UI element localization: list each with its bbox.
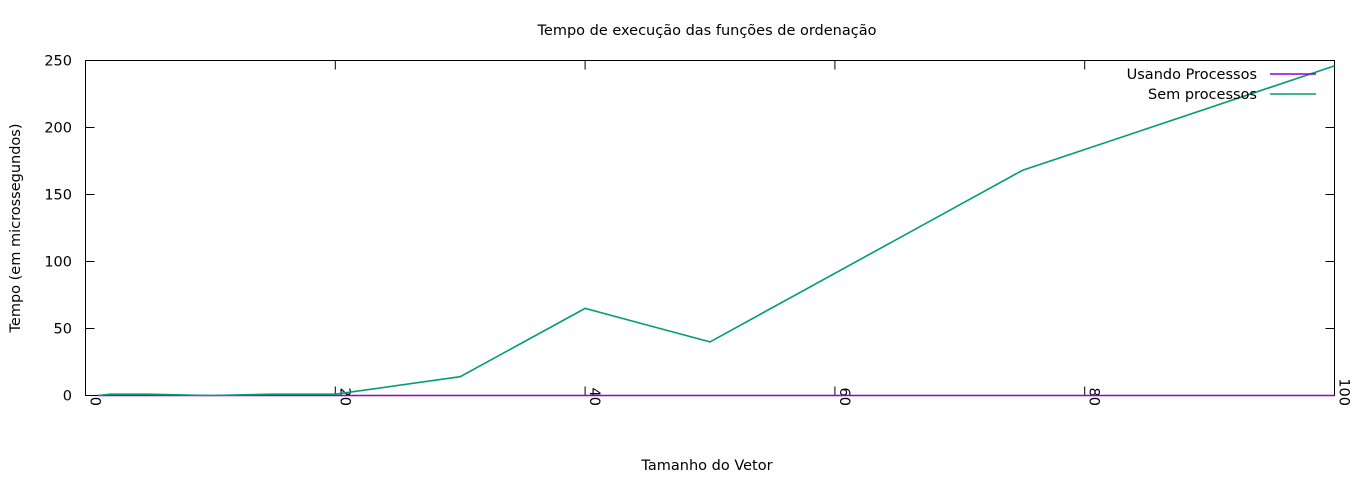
y-tick-label: 200 [44,121,72,137]
y-tick-label: 150 [44,188,72,204]
y-axis-label: Tempo (em microssegundos) [8,124,24,334]
x-tick-label: 80 [1086,388,1102,406]
legend: Usando Processos Sem processos [1127,67,1316,103]
x-axis-label: Tamanho do Vetor [640,458,772,474]
x-tick-label: 0 [87,397,103,406]
series-line-2 [97,65,1335,397]
legend-label: Sem processos [1148,87,1257,103]
x-tick-label: 40 [586,388,602,406]
x-tick-label: 20 [336,388,352,406]
ticks-layer: 0 50 100 150 200 250 0 20 40 60 80 100 [44,54,1351,407]
x-tick-label: 60 [836,388,852,406]
y-tick-label: 100 [44,255,72,271]
y-tick-label: 0 [63,389,72,405]
y-tick-label: 250 [44,54,72,70]
plot-area-frame [85,60,1335,396]
series-layer [97,65,1335,397]
legend-label: Usando Processos [1127,67,1257,83]
x-tick-label: 100 [1336,378,1352,406]
y-tick-label: 50 [54,322,72,338]
chart-title: Tempo de execução das funções de ordenaç… [537,23,877,39]
